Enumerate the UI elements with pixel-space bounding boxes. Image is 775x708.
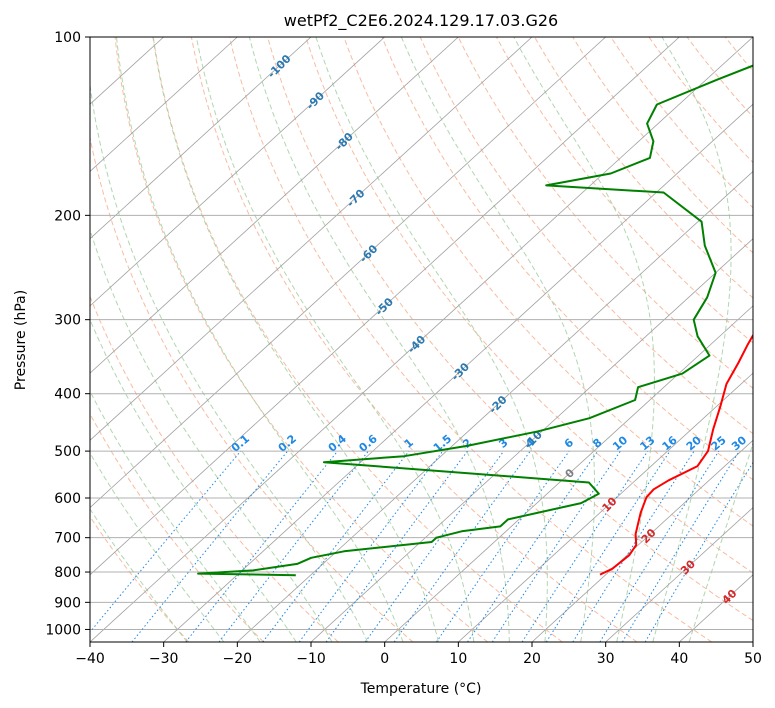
moist-adiabat bbox=[688, 442, 753, 642]
moist-adiabat bbox=[400, 37, 596, 642]
moist-adiabat bbox=[90, 228, 333, 642]
mixing-ratio-line bbox=[572, 450, 695, 642]
x-tick-label: 40 bbox=[670, 651, 688, 667]
skewed-isotherm bbox=[531, 439, 753, 642]
x-tick-label: 10 bbox=[449, 651, 467, 667]
dry-adiabat bbox=[152, 37, 563, 642]
chart-title: wetPf2_C2E6.2024.129.17.03.G26 bbox=[284, 11, 558, 31]
skewed-isotherm bbox=[90, 37, 533, 441]
x-tick-label: 50 bbox=[744, 651, 762, 667]
skewed-isotherm bbox=[90, 37, 753, 642]
moist-adiabat bbox=[90, 81, 369, 642]
y-tick-label: 700 bbox=[54, 531, 81, 547]
x-tick-label: 0 bbox=[380, 651, 389, 667]
mixing-ratio-line bbox=[621, 450, 740, 642]
moist-adiabat bbox=[90, 390, 261, 642]
dry-adiabat bbox=[381, 37, 753, 481]
mixing-ratio-line bbox=[545, 450, 671, 642]
dry-adiabat bbox=[457, 37, 753, 389]
moist-adiabat bbox=[152, 37, 439, 642]
mixing-ratio-line bbox=[325, 450, 468, 642]
y-tick-label: 500 bbox=[54, 444, 81, 460]
skewed-isotherm bbox=[90, 37, 606, 509]
x-tick-label: −40 bbox=[75, 651, 105, 667]
moist-adiabat bbox=[248, 37, 510, 642]
moist-adiabat bbox=[116, 37, 404, 642]
mixing-ratio-line bbox=[364, 450, 505, 642]
mixing-ratio-line bbox=[521, 450, 649, 642]
dry-adiabat bbox=[495, 37, 753, 344]
dewpoint-profile bbox=[197, 64, 753, 577]
dry-adiabat bbox=[90, 412, 264, 642]
skewed-isotherm bbox=[310, 238, 753, 642]
y-tick-label: 300 bbox=[54, 313, 81, 329]
mixing-ratio-line bbox=[491, 450, 621, 642]
y-tick-label: 400 bbox=[54, 387, 81, 403]
dry-adiabat bbox=[267, 37, 753, 622]
dry-adiabat bbox=[190, 37, 638, 642]
mixing-ratio-line bbox=[435, 450, 570, 642]
mixing-ratio-line bbox=[467, 450, 599, 642]
axes: −40 −30 −20 −10 0 10 20 30 40 50 100 200 300 400 500 60… bbox=[45, 30, 762, 667]
moist-adiabat bbox=[652, 37, 732, 642]
moist-adiabat bbox=[90, 318, 297, 642]
mixing-ratio-label: 36 bbox=[750, 433, 770, 453]
x-tick-label: 20 bbox=[523, 651, 541, 667]
skewed-isotherm bbox=[90, 37, 238, 172]
skewed-isotherm bbox=[90, 37, 385, 307]
mixing-ratio-line bbox=[185, 450, 338, 642]
skewed-isotherm bbox=[384, 305, 753, 642]
moist-adiabat bbox=[315, 37, 548, 642]
skewed-isotherm bbox=[237, 170, 753, 642]
y-tick-label: 200 bbox=[54, 208, 81, 224]
y-tick-label: 100 bbox=[54, 30, 81, 46]
dry-adiabat bbox=[343, 37, 753, 527]
mixing-ratio-line bbox=[90, 450, 242, 633]
x-axis-title: Temperature (°C) bbox=[360, 681, 482, 697]
dry-adiabat bbox=[114, 37, 488, 642]
mixing-ratio-line bbox=[298, 450, 444, 642]
temperature-profile bbox=[599, 333, 753, 576]
y-tick-label: 600 bbox=[54, 491, 81, 507]
skewed-isotherm bbox=[458, 372, 753, 642]
moist-adiabat bbox=[195, 37, 475, 642]
skewed-isotherm bbox=[90, 37, 312, 240]
skewed-isotherm bbox=[90, 37, 459, 374]
y-tick-label: 800 bbox=[54, 565, 81, 581]
moist-adiabat bbox=[90, 452, 225, 642]
x-tick-label: 30 bbox=[597, 651, 615, 667]
mixing-ratio-line bbox=[131, 450, 288, 642]
y-tick-label: 1000 bbox=[45, 622, 81, 638]
x-tick-label: −10 bbox=[296, 651, 326, 667]
skewed-isotherm bbox=[163, 103, 753, 642]
mixing-ratio-line bbox=[262, 450, 410, 642]
skewed-isotherm bbox=[90, 37, 680, 576]
dry-adiabat bbox=[419, 37, 753, 435]
y-tick-label: 900 bbox=[54, 595, 81, 611]
plot-frame bbox=[89, 36, 754, 643]
y-axis-title: Pressure (hPa) bbox=[13, 290, 29, 390]
dry-adiabat bbox=[305, 37, 753, 574]
x-tick-label: −30 bbox=[149, 651, 179, 667]
x-tick-label: −20 bbox=[223, 651, 253, 667]
dry-adiabat bbox=[229, 37, 712, 642]
mixing-ratio-line bbox=[393, 450, 531, 642]
skewed-isotherm bbox=[605, 507, 753, 642]
dry-adiabat bbox=[534, 37, 753, 299]
plot-lines bbox=[90, 37, 753, 642]
